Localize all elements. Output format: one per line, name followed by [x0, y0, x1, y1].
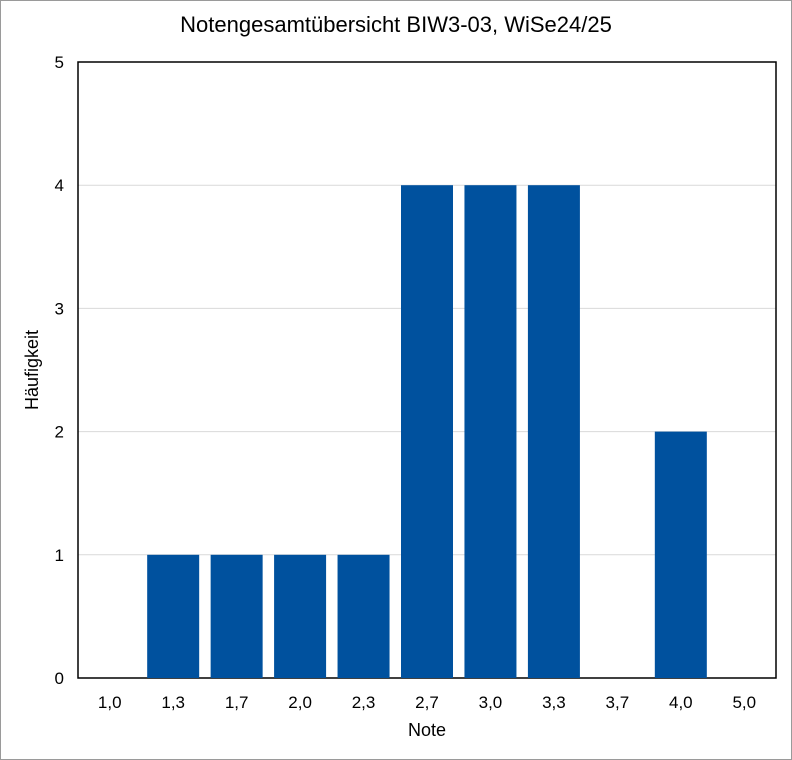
bar — [527, 185, 580, 678]
x-axis-ticks: 1,0 1,3 1,7 2,0 2,3 2,7 3,0 3,3 3,7 4,0 5,0 — [98, 693, 756, 712]
y-axis-title: Häufigkeit — [22, 330, 42, 410]
x-tick-label: 1,0 — [98, 693, 122, 712]
x-tick-label: 4,0 — [669, 693, 693, 712]
y-tick-label: 3 — [55, 299, 64, 318]
y-tick-label: 1 — [55, 546, 64, 565]
x-tick-label: 3,7 — [606, 693, 630, 712]
x-tick-label: 3,3 — [542, 693, 566, 712]
bar — [464, 185, 517, 678]
x-axis-title: Note — [408, 720, 446, 740]
x-tick-label: 1,7 — [225, 693, 249, 712]
y-tick-label: 0 — [55, 669, 64, 688]
y-tick-label: 5 — [55, 53, 64, 72]
x-tick-label: 3,0 — [479, 693, 503, 712]
bar — [401, 185, 453, 678]
y-tick-label: 2 — [55, 423, 64, 442]
bar — [210, 554, 263, 678]
y-axis-ticks: 0 1 2 3 4 5 — [55, 53, 64, 688]
bar — [147, 554, 200, 678]
y-tick-label: 4 — [55, 176, 64, 195]
bar — [274, 554, 327, 678]
bar — [337, 554, 390, 678]
x-tick-label: 2,3 — [352, 693, 376, 712]
x-tick-label: 2,7 — [415, 693, 439, 712]
bars — [147, 185, 707, 678]
chart-title: Notengesamtübersicht BIW3-03, WiSe24/25 — [180, 12, 612, 37]
x-tick-label: 1,3 — [161, 693, 185, 712]
x-tick-label: 2,0 — [288, 693, 312, 712]
bar — [654, 431, 707, 678]
x-tick-label: 5,0 — [732, 693, 756, 712]
